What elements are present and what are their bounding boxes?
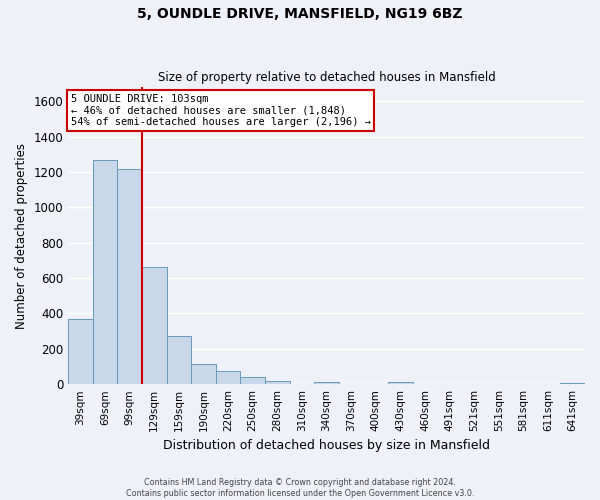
Bar	[241, 377, 265, 384]
Text: Contains HM Land Registry data © Crown copyright and database right 2024.
Contai: Contains HM Land Registry data © Crown c…	[126, 478, 474, 498]
Bar	[68, 318, 93, 384]
Bar	[93, 160, 118, 384]
X-axis label: Distribution of detached houses by size in Mansfield: Distribution of detached houses by size …	[163, 440, 490, 452]
Bar	[314, 382, 339, 384]
Bar	[265, 380, 290, 384]
Text: 5, OUNDLE DRIVE, MANSFIELD, NG19 6BZ: 5, OUNDLE DRIVE, MANSFIELD, NG19 6BZ	[137, 8, 463, 22]
Bar	[216, 371, 241, 384]
Bar	[191, 364, 216, 384]
Bar	[118, 170, 142, 384]
Bar	[142, 266, 167, 384]
Bar	[167, 336, 191, 384]
Y-axis label: Number of detached properties: Number of detached properties	[15, 142, 28, 328]
Title: Size of property relative to detached houses in Mansfield: Size of property relative to detached ho…	[158, 72, 496, 85]
Bar	[388, 382, 413, 384]
Text: 5 OUNDLE DRIVE: 103sqm
← 46% of detached houses are smaller (1,848)
54% of semi-: 5 OUNDLE DRIVE: 103sqm ← 46% of detached…	[71, 94, 371, 128]
